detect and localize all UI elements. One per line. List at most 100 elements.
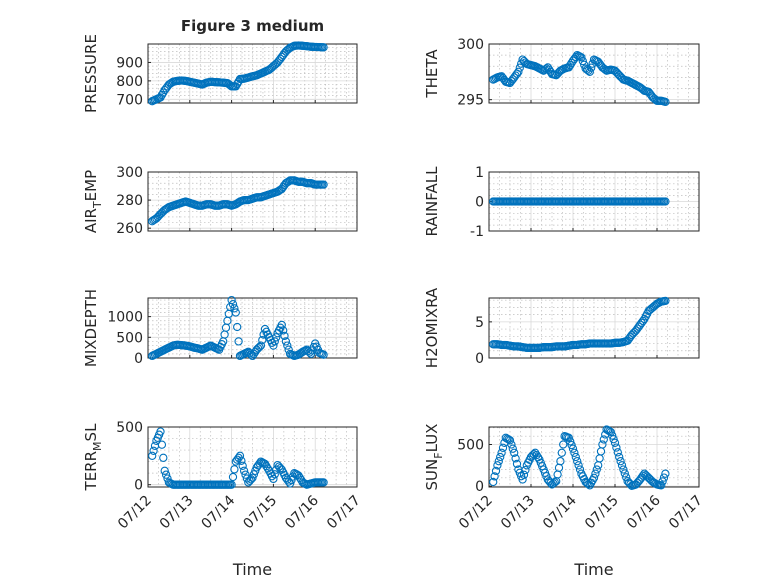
subplot-1: 700 800 900 PRESSURE Figure 3 medium bbox=[82, 17, 358, 113]
data-point bbox=[580, 60, 589, 69]
data-point bbox=[255, 342, 264, 352]
y-axis-label: MIXDEPTH bbox=[82, 289, 100, 367]
data-point bbox=[540, 65, 550, 74]
data-point bbox=[148, 451, 157, 460]
data-point bbox=[564, 63, 573, 72]
data-point bbox=[589, 473, 599, 482]
data-point bbox=[518, 475, 527, 484]
axes-frame bbox=[488, 297, 700, 359]
data-point bbox=[504, 435, 513, 444]
data-point bbox=[498, 443, 508, 452]
data-point bbox=[610, 438, 620, 447]
data-point bbox=[237, 456, 246, 465]
data-point bbox=[638, 471, 648, 480]
data-point bbox=[258, 335, 267, 345]
data-point bbox=[554, 68, 564, 77]
data-point bbox=[510, 448, 519, 457]
axes-frame bbox=[488, 426, 700, 488]
data-point bbox=[570, 448, 579, 457]
data-point bbox=[277, 320, 286, 330]
data-point bbox=[276, 464, 285, 473]
data-point bbox=[615, 452, 624, 462]
data-point bbox=[227, 480, 236, 489]
data-point bbox=[161, 470, 171, 479]
data-point bbox=[294, 471, 303, 480]
data-point bbox=[566, 61, 575, 70]
y-tick-label: 500 bbox=[457, 438, 484, 454]
data-series bbox=[489, 50, 670, 107]
data-point bbox=[657, 481, 666, 490]
x-tick-label: 07/17 bbox=[666, 493, 706, 533]
data-point bbox=[493, 461, 502, 470]
data-point bbox=[608, 431, 617, 440]
data-point bbox=[494, 457, 503, 466]
data-point bbox=[599, 435, 608, 444]
y-axis-label-subscript: T bbox=[91, 201, 104, 209]
y-tick-label: 0 bbox=[134, 478, 143, 494]
data-point bbox=[567, 440, 576, 450]
subplot-8: 0 500 07/12 07/13 07/14 07/15 07/16 07/17 SUNFLU… bbox=[423, 424, 706, 579]
y-axis-label-main: TERR bbox=[82, 451, 100, 492]
data-point bbox=[612, 443, 621, 452]
data-point bbox=[578, 56, 587, 66]
data-point bbox=[270, 60, 279, 70]
x-tick-label: 07/15 bbox=[240, 493, 280, 533]
data-point bbox=[230, 465, 239, 474]
data-point bbox=[505, 436, 515, 445]
data-point bbox=[615, 71, 624, 80]
data-point bbox=[490, 472, 499, 481]
y-axis-label: AIRTEMP bbox=[82, 170, 104, 233]
data-point bbox=[567, 58, 576, 68]
y-tick-label: 300 bbox=[116, 165, 143, 181]
data-point bbox=[319, 43, 328, 52]
data-point bbox=[238, 461, 247, 470]
data-point bbox=[319, 180, 328, 189]
data-point bbox=[658, 477, 667, 486]
data-point bbox=[491, 466, 501, 476]
data-point bbox=[638, 316, 648, 326]
data-point bbox=[159, 453, 168, 462]
data-point bbox=[592, 465, 601, 474]
x-tick-label: 07/12 bbox=[456, 493, 496, 533]
data-series bbox=[489, 296, 670, 353]
data-point bbox=[617, 461, 627, 470]
chart-title: Figure 3 medium bbox=[181, 17, 324, 35]
data-point bbox=[521, 465, 530, 475]
axes-frame bbox=[147, 43, 358, 104]
x-tick-label: 07/17 bbox=[324, 493, 364, 533]
data-point bbox=[152, 214, 161, 223]
data-point bbox=[245, 349, 254, 358]
data-series bbox=[148, 176, 328, 226]
data-point bbox=[549, 479, 558, 488]
y-tick-label: 1 bbox=[475, 165, 484, 181]
y-tick-label: 900 bbox=[116, 55, 143, 71]
data-point bbox=[606, 427, 615, 437]
data-point bbox=[163, 474, 172, 483]
data-series bbox=[489, 425, 670, 490]
data-series bbox=[489, 197, 670, 206]
data-point bbox=[613, 448, 622, 457]
data-point bbox=[248, 351, 257, 361]
data-point bbox=[281, 337, 291, 346]
y-axis-label: H2OMIXRA bbox=[423, 287, 441, 368]
y-tick-label: 0 bbox=[134, 351, 143, 367]
data-point bbox=[568, 444, 578, 453]
data-point bbox=[234, 337, 243, 346]
axes-frame bbox=[147, 426, 358, 488]
data-point bbox=[609, 435, 618, 444]
x-tick-label: 07/16 bbox=[282, 492, 322, 532]
y-axis-label-main: AIR bbox=[82, 208, 100, 233]
y-tick-label: 1000 bbox=[107, 310, 143, 326]
y-tick-label: 0 bbox=[475, 351, 484, 367]
data-point bbox=[269, 341, 278, 350]
data-point bbox=[574, 461, 583, 470]
x-tick-label: 07/15 bbox=[582, 493, 622, 533]
y-axis-label-rest: SL bbox=[82, 423, 100, 442]
y-tick-label: 800 bbox=[116, 74, 143, 90]
data-point bbox=[280, 331, 289, 341]
data-point bbox=[591, 469, 600, 478]
y-tick-label: 700 bbox=[116, 92, 143, 108]
x-axis-label: Time bbox=[573, 560, 613, 579]
data-point bbox=[496, 452, 505, 462]
y-axis-label-subscript: M bbox=[91, 441, 104, 451]
